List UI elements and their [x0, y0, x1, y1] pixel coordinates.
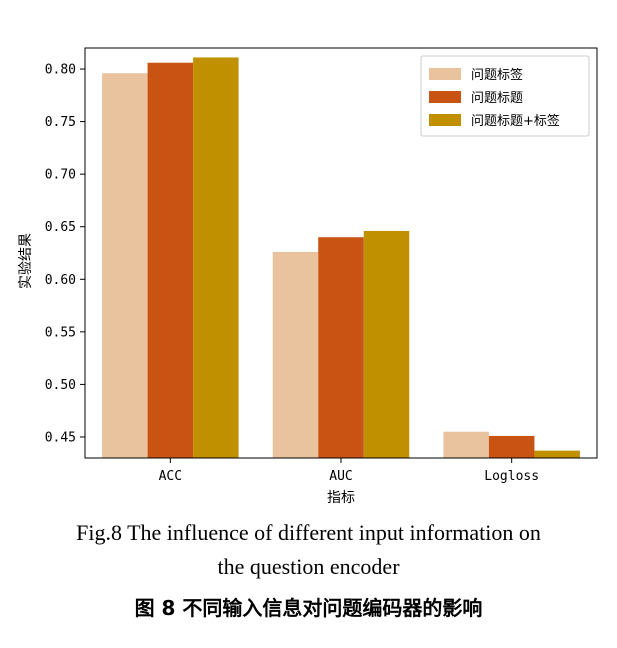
y-tick-label: 0.60	[45, 273, 76, 288]
legend-label-1: 问题标签	[471, 67, 523, 83]
y-tick-label: 0.55	[45, 325, 76, 340]
y-tick-label: 0.70	[45, 168, 76, 183]
y-axis-ticks: 0.45 0.50 0.55 0.60 0.65 0.70 0.75 0.80	[45, 63, 85, 445]
bar-acc-series-1	[102, 73, 148, 458]
bar-chart: 0.45 0.50 0.55 0.60 0.65 0.70 0.75 0.80 ACC AUC L…	[18, 47, 598, 506]
bars-group	[102, 57, 580, 458]
bar-logloss-series-1	[443, 431, 489, 458]
y-tick-label: 0.50	[45, 378, 76, 393]
legend-swatch-2	[429, 91, 461, 103]
x-tick-label-logloss: Logloss	[484, 469, 539, 484]
y-tick-label: 0.65	[45, 220, 76, 235]
x-axis-label: 指标	[327, 490, 355, 506]
bar-auc-series-2	[318, 237, 364, 458]
bar-logloss-series-3	[534, 450, 580, 458]
legend-box	[420, 55, 590, 137]
legend-swatch-3	[429, 114, 461, 126]
x-axis-ticks: ACC AUC Logloss	[159, 458, 539, 484]
bar-acc-series-2	[147, 62, 194, 458]
bar-auc-series-3	[363, 230, 410, 458]
caption-english-line-2: the question encoder	[217, 554, 400, 579]
bar-logloss-series-2	[488, 435, 535, 458]
caption-english-line-1: Fig.8 The influence of different input i…	[76, 520, 541, 545]
y-axis-label: 实验结果	[18, 233, 34, 289]
x-tick-label-acc: ACC	[159, 469, 182, 484]
x-tick-label-auc: AUC	[329, 469, 352, 484]
y-tick-label: 0.75	[45, 115, 76, 130]
bar-auc-series-1	[272, 251, 319, 458]
legend-label-2: 问题标题	[471, 91, 523, 106]
legend-label-3: 问题标题+标签	[471, 113, 560, 129]
legend-swatch-1	[429, 68, 461, 80]
bar-acc-series-3	[193, 57, 239, 458]
caption-chinese: 图 8 不同输入信息对问题编码器的影响	[134, 596, 483, 620]
y-tick-label: 0.45	[45, 430, 76, 445]
y-tick-label: 0.80	[45, 63, 76, 78]
